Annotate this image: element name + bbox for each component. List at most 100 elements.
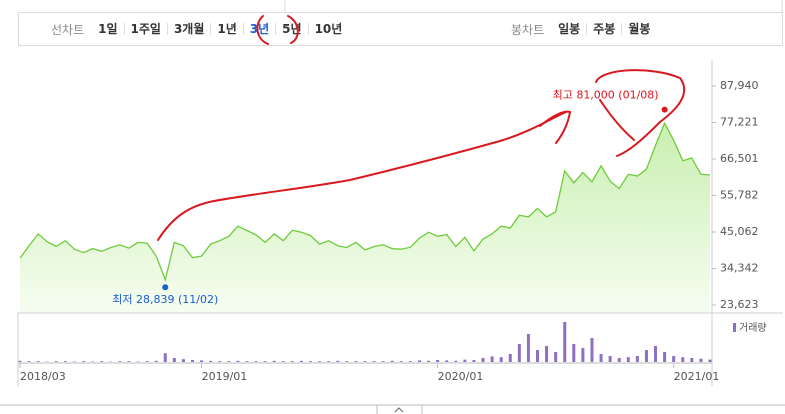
volume-bar [572,344,576,362]
tab-button[interactable]: 5년 [275,23,307,35]
tab-button[interactable]: 월봉 [621,23,656,35]
volume-bar [209,360,213,362]
y-tick-label: 87,940 [720,79,759,92]
y-tick-label: 77,221 [720,115,759,128]
volume-bar [82,361,86,362]
hand-drawn-arrow [539,110,572,144]
volume-bar [663,352,667,362]
volume-bar [399,361,403,362]
y-tick-label: 45,062 [720,225,759,238]
volume-bar [635,356,639,362]
volume-bar [536,350,539,362]
volume-bar [545,346,549,362]
volume-bar [436,360,440,362]
volume-bar [427,360,431,362]
volume-bar [354,361,358,362]
volume-bar [617,358,621,362]
tab-button[interactable]: 일봉 [558,22,581,36]
volume-bar [36,361,40,362]
tab-button[interactable]: 1주일 [123,23,167,35]
volume-bar [218,361,222,362]
tab-button[interactable]: 1일 [98,22,118,36]
volume-bar [172,358,176,362]
hand-drawn-marks [157,15,686,241]
volume-bar [154,360,158,362]
volume-bar [54,361,58,362]
volume-bar [672,356,676,362]
hand-drawn-circle [599,99,635,141]
volume-bar [200,360,204,362]
tab-group-label: 선차트 [51,22,85,37]
volume-bar [281,361,285,362]
volume-bar [254,361,258,362]
volume-bar [644,350,648,362]
hand-drawn-circle [595,69,686,157]
volume-bar [318,361,322,362]
volume-bar [526,334,530,362]
volume-bar [372,361,376,362]
volume-bar [381,361,385,362]
volume-bar [181,359,185,362]
area-fill [20,123,710,312]
volume-bar [127,361,131,362]
volume-bar [599,354,603,362]
volume-bar [118,361,122,362]
volume-bar [563,322,567,362]
annotation-dot [661,106,668,113]
x-tick-label: 2018/03 [20,370,66,383]
volume-bar [345,361,349,362]
tab-button[interactable]: 주봉 [586,23,621,35]
volume-bar [708,359,712,362]
volume-bar [463,359,467,362]
x-tick-label: 2020/01 [438,370,484,383]
volume-bar [654,346,658,362]
x-tick-label: 2019/01 [202,370,248,383]
tab-button[interactable]: 1년 [210,23,242,35]
volume-bar [626,357,630,362]
annotation-dot [162,284,169,291]
legend-label: 거래량 [739,322,767,334]
volume-bar [245,361,249,362]
volume-bar [590,338,594,362]
volume-bar [227,361,231,362]
tab-group-label: 봉차트 [511,22,545,37]
volume-bar [508,354,512,362]
volume-bar [472,360,476,362]
volume-bar [163,353,167,362]
volume-bar [681,357,685,362]
candle-chart-tabs: 봉차트 일봉 주봉 월봉 [511,13,656,45]
y-tick-label: 23,623 [720,298,759,311]
volume-bar [309,361,313,362]
volume-bar [481,358,485,362]
volume-bar [554,352,558,362]
volume-bar [408,361,412,362]
y-tick-label: 66,501 [720,152,759,165]
plot: 87,940 77,221 66,501 55,782 45,062 34,342 23,6… [18,79,767,383]
volume-bar [699,358,703,362]
tab-button[interactable]: 3년 [242,23,275,35]
annotation-label: 최저 28,839 (11/02) [112,293,218,306]
volume-bar [390,360,394,362]
volume-bar [327,361,331,362]
volume-bar [363,361,367,362]
line-chart-tabs: 선차트 1일 1주일 3개월 1년 3년 5년 10년 [51,13,348,45]
volume-bar [336,360,340,362]
volume-bar [100,361,104,362]
volume-bar [490,356,494,362]
legend-swatch [733,323,736,332]
volume-bar [63,361,67,362]
volume-bar [236,360,240,362]
volume-bar [690,358,694,362]
volume-bar [517,344,521,362]
price-line [19,121,711,283]
y-tick-label: 34,342 [720,262,759,275]
volume-bar [263,361,267,362]
volume-bar [145,361,149,362]
collapse-button[interactable] [376,404,423,414]
volume-bar [299,360,303,362]
tab-button[interactable]: 10년 [307,23,349,35]
volume-bar [27,361,31,362]
tab-button[interactable]: 3개월 [166,23,210,35]
